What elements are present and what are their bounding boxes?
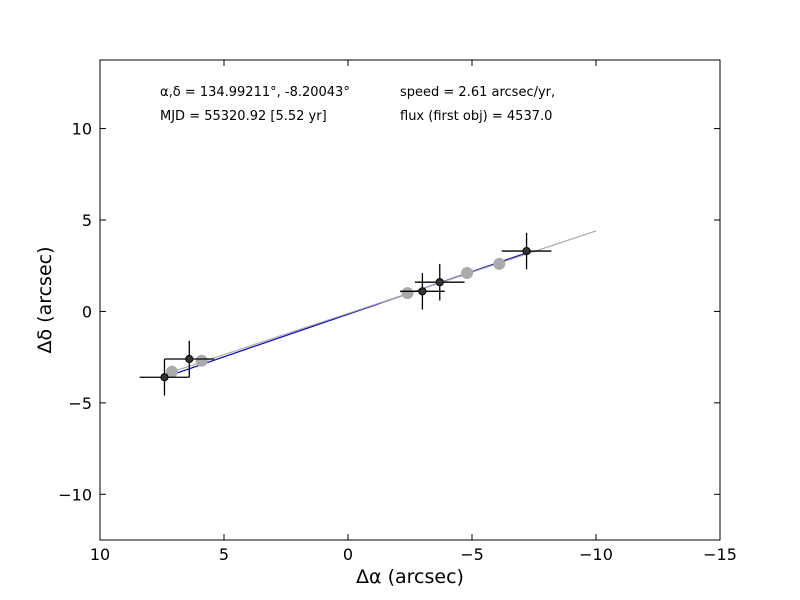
observed-point xyxy=(418,287,427,296)
plot-content xyxy=(139,230,597,396)
x-tick-label: 5 xyxy=(219,545,229,564)
y-axis-label: Δδ (arcsec) xyxy=(34,246,56,353)
x-tick-label: −10 xyxy=(579,545,613,564)
observed-point xyxy=(160,373,169,382)
y-axis-ticks: −10 −5 0 5 10 xyxy=(58,120,720,504)
annotation-mjd: MJD = 55320.92 [5.52 yr] xyxy=(160,109,327,124)
y-tick-label: −10 xyxy=(58,485,92,504)
x-tick-label: −15 xyxy=(703,545,737,564)
annotation-speed: speed = 2.61 arcsec/yr, xyxy=(400,85,555,100)
y-tick-label: 10 xyxy=(72,120,92,139)
predicted-point xyxy=(165,365,178,378)
motion-line xyxy=(166,230,597,375)
predicted-point xyxy=(401,287,414,300)
observed-point xyxy=(185,354,194,364)
annotation-coords: α,δ = 134.99211°, -8.20043° xyxy=(160,85,350,100)
x-tick-label: 0 xyxy=(343,545,353,564)
observed-point xyxy=(522,246,531,256)
plot-frame xyxy=(99,59,721,541)
predicted-point xyxy=(493,257,506,270)
y-tick-label: 0 xyxy=(82,302,92,321)
x-axis-label: Δα (arcsec) xyxy=(356,566,464,588)
x-axis-ticks: 10 5 0 −5 −10 −15 xyxy=(90,60,737,564)
y-tick-label: −5 xyxy=(68,394,92,413)
observed-point xyxy=(435,278,444,287)
x-tick-label: 10 xyxy=(90,545,110,564)
x-tick-label: −5 xyxy=(460,545,484,564)
y-tick-label: 5 xyxy=(82,211,92,230)
predicted-point xyxy=(195,354,208,367)
annotation-flux: flux (first obj) = 4537.0 xyxy=(400,109,552,124)
predicted-point xyxy=(461,267,474,280)
